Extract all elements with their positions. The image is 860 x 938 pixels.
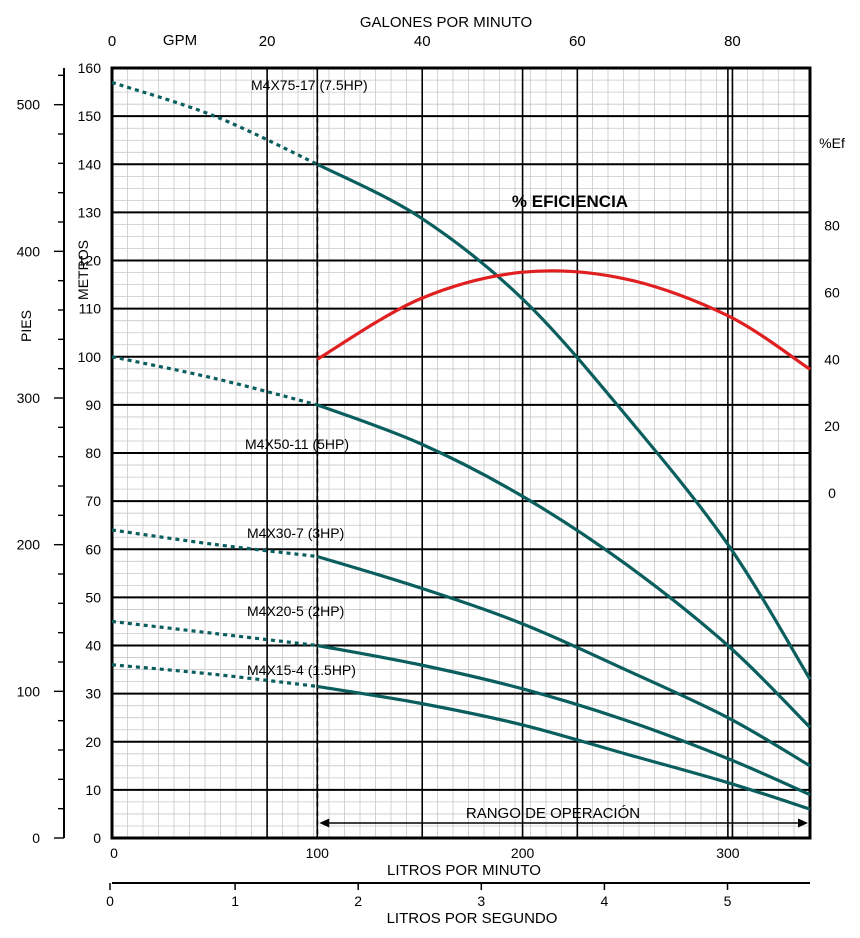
metros-tick-label: 100	[78, 349, 102, 365]
pies-tick-label: 200	[17, 537, 41, 553]
efficiency-tick-label: 40	[824, 351, 840, 367]
metros-tick-label: 130	[78, 204, 102, 220]
pump-curve-dotted	[111, 355, 318, 407]
efficiency-tick-label: 80	[824, 217, 840, 233]
lps-tick-label: 0	[106, 893, 114, 909]
pump-curve-solid	[316, 643, 811, 797]
pump-curve-label: M4X75-17 (7.5HP)	[251, 77, 368, 93]
pump-curve-label: M4X15-4 (1.5HP)	[247, 662, 356, 678]
metros-tick-label: 90	[85, 397, 101, 413]
metros-tick-label: 150	[78, 108, 102, 124]
lps-tick-label: 4	[601, 893, 609, 909]
efficiency-tick-label: 20	[824, 418, 840, 434]
lps-tick-label: 5	[724, 893, 732, 909]
pump-curve-solid	[317, 684, 811, 811]
metros-tick-label: 0	[93, 830, 101, 846]
efficiency-axis-title: %Ef	[819, 135, 845, 151]
efficiency-tick-label: 0	[828, 485, 836, 501]
efficiency-curve	[316, 269, 811, 371]
metros-tick-label: 60	[85, 541, 101, 557]
metros-tick-label: 50	[85, 589, 101, 605]
gpm-tick-label: 20	[259, 33, 276, 50]
efficiency-tick-label: 60	[824, 284, 840, 300]
metros-tick-label: 160	[78, 60, 102, 76]
pump-curve-label: M4X50-11 (5HP)	[245, 436, 349, 452]
metros-tick-label: 10	[85, 782, 101, 798]
metros-tick-label: 30	[85, 686, 101, 702]
pies-tick-label: 500	[17, 97, 41, 113]
operating-range-arrowhead-right	[798, 818, 808, 828]
gpm-tick-label: 40	[414, 33, 431, 50]
major-grid	[112, 67, 810, 839]
bottom-axis-title: LITROS POR MINUTO	[387, 862, 541, 879]
bottom-tick-label: 100	[306, 845, 330, 861]
pump-curve-solid	[316, 554, 811, 768]
gpm-tick-label: 0	[108, 33, 116, 50]
metros-tick-label: 40	[85, 638, 101, 654]
gpm-tick-label: 80	[724, 33, 741, 50]
operating-range-label: RANGO DE OPERACIÓN	[466, 805, 640, 822]
metros-tick-label: 70	[85, 493, 101, 509]
bottom2-axis-title: LITROS POR SEGUNDO	[387, 910, 558, 927]
metros-tick-label: 140	[78, 156, 102, 172]
pump-curve-dotted	[111, 528, 318, 559]
metros-tick-label: 80	[85, 445, 101, 461]
plot-frame	[110, 66, 812, 840]
pies-tick-label: 0	[32, 830, 40, 846]
pump-curve-label: M4X20-5 (2HP)	[247, 603, 344, 619]
lps-tick-label: 1	[231, 893, 239, 909]
bottom-tick-label: 0	[110, 845, 118, 861]
pies-tick-label: 100	[17, 683, 41, 699]
metros-tick-label: 120	[78, 253, 102, 269]
top-axis-title: GALONES POR MINUTO	[360, 14, 532, 31]
pies-tick-label: 400	[17, 243, 41, 259]
lps-tick-label: 3	[477, 893, 485, 909]
bottom-tick-label: 200	[511, 845, 535, 861]
pies-axis-title: PIES	[18, 310, 34, 342]
efficiency-label: % EFICIENCIA	[512, 192, 628, 211]
metros-axis-title: METROS	[75, 240, 91, 300]
lps-tick-label: 2	[354, 893, 362, 909]
pump-curve-solid	[316, 403, 812, 729]
gpm-label: GPM	[163, 32, 197, 49]
operating-range-arrowhead-left	[319, 818, 330, 828]
pump-curves: M4X75-17 (7.5HP) M4X50-11 (5HP) M4X30-7 (3…	[111, 77, 812, 811]
pump-curve-solid	[316, 162, 812, 681]
metros-tick-label: 20	[85, 734, 101, 750]
gpm-tick-label: 60	[569, 33, 586, 50]
bottom-tick-label: 300	[716, 845, 740, 861]
metros-tick-label: 110	[79, 301, 102, 317]
labels: GALONES POR MINUTO GPM LITROS POR MINUTO…	[18, 14, 845, 927]
pies-tick-label: 300	[17, 390, 41, 406]
pump-curve-dotted	[111, 80, 318, 166]
pump-curve-dotted	[111, 619, 318, 648]
pump-curve-label: M4X30-7 (3HP)	[247, 525, 344, 541]
